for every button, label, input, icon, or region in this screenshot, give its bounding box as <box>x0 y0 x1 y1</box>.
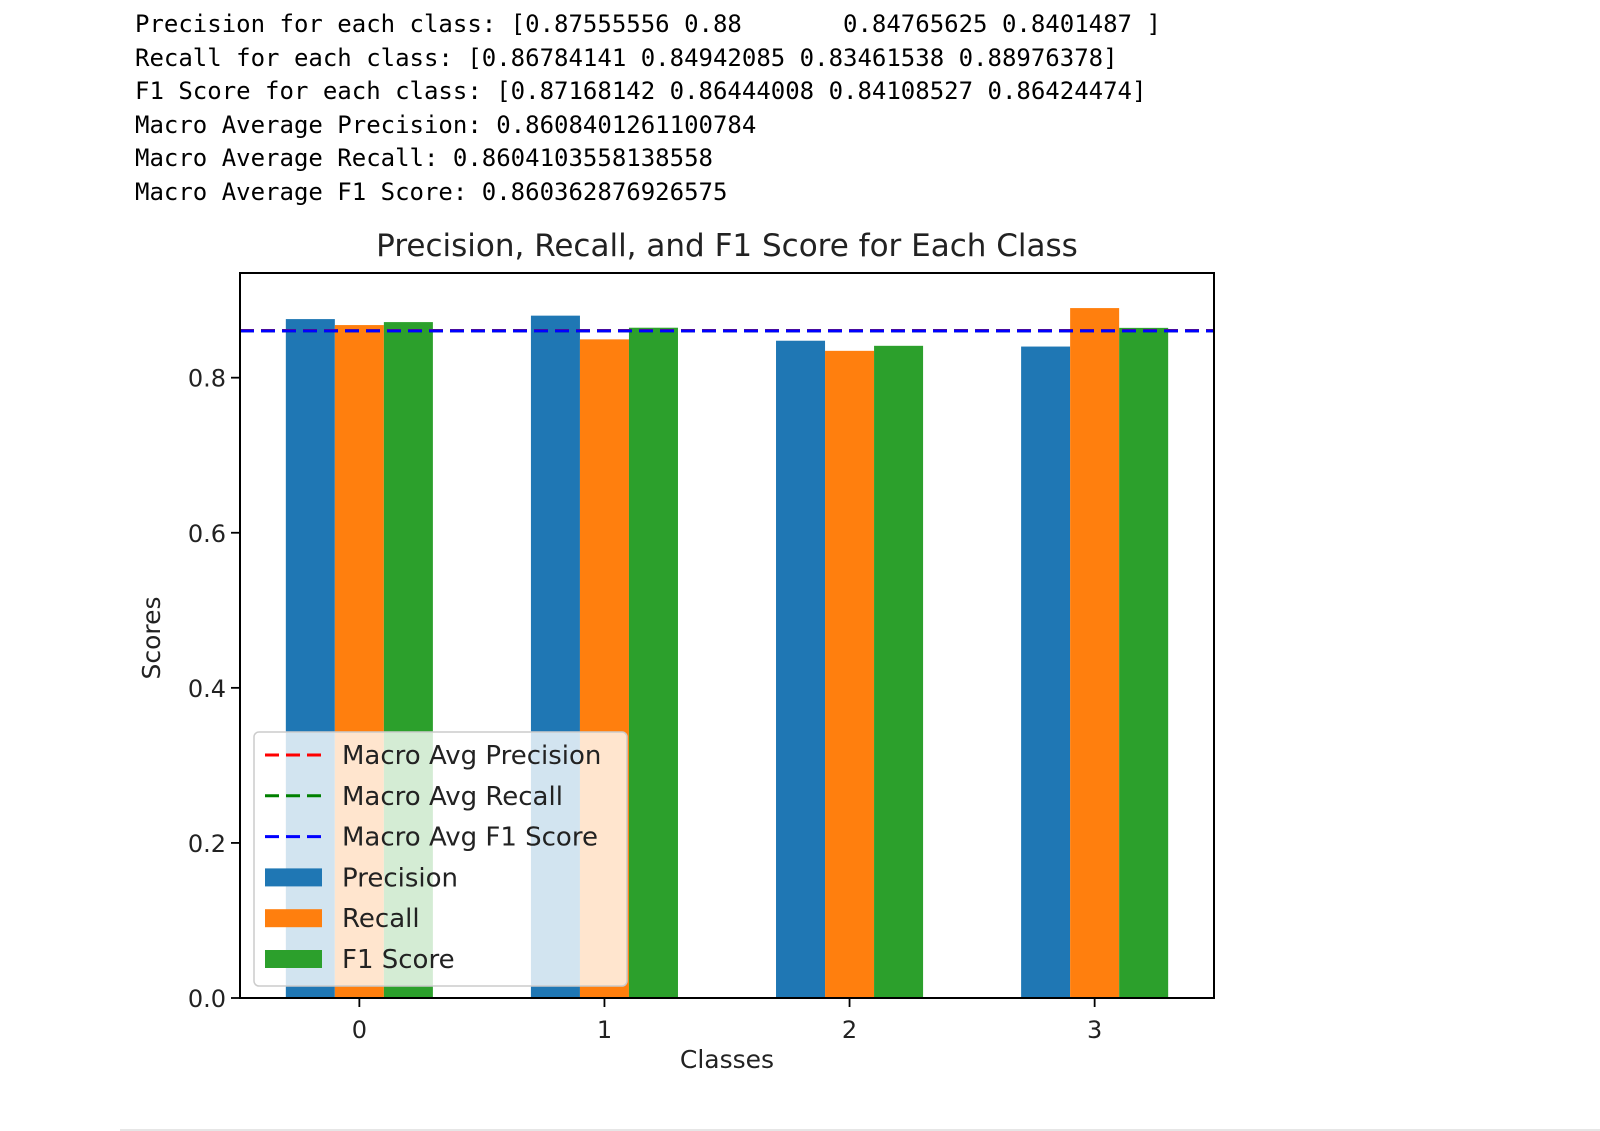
output-line-precision: Precision for each class: [0.87555556 0.… <box>135 10 1161 38</box>
legend-frame <box>253 731 628 987</box>
plot-frame <box>239 272 1215 999</box>
bar-recall-class-3 <box>1070 308 1120 999</box>
x-tick-label: 3 <box>1087 1016 1102 1044</box>
console-output: Precision for each class: [0.87555556 0.… <box>135 8 1161 209</box>
output-line-recall: Recall for each class: [0.86784141 0.849… <box>135 43 1118 72</box>
y-axis-label: Scores <box>137 596 166 679</box>
output-line-macro-f1: Macro Average F1 Score: 0.86036287692657… <box>135 177 728 206</box>
legend-label: Macro Avg Recall <box>342 782 563 812</box>
chart-title: Precision, Recall, and F1 Score for Each… <box>376 228 1078 264</box>
legend-label: F1 Score <box>342 945 455 975</box>
legend-label: Macro Avg Precision <box>342 741 601 771</box>
bar-f1-score-class-3 <box>1119 327 1169 998</box>
bar-recall-class-2 <box>825 350 875 999</box>
legend: Macro Avg Precision Macro Avg Recall Macro… <box>253 731 628 987</box>
bar-f1-score-class-2 <box>874 345 924 998</box>
output-line-f1: F1 Score for each class: [0.87168142 0.8… <box>135 77 1147 105</box>
x-tick-label: 1 <box>597 1016 612 1044</box>
bar-f1-score-class-1 <box>628 327 678 999</box>
legend-label: Precision <box>342 863 458 893</box>
x-axis-label: Classes <box>680 1045 774 1074</box>
output-line-macro-precision: Macro Average Precision: 0.8608401261100… <box>135 110 757 139</box>
bar-precision-class-3 <box>1021 346 1071 998</box>
legend-label: Macro Avg F1 Score <box>342 823 598 853</box>
y-tick-label: 0.0 <box>188 985 226 1013</box>
legend-swatch-precision <box>265 868 322 887</box>
y-tick-label: 0.6 <box>188 520 226 548</box>
x-tick-label: 2 <box>842 1016 857 1044</box>
x-tick-label: 0 <box>352 1016 367 1044</box>
y-tick-label: 0.2 <box>188 830 226 858</box>
bar-precision-class-2 <box>776 340 826 999</box>
y-tick-label: 0.8 <box>188 365 226 393</box>
output-line-macro-recall: Macro Average Recall: 0.8604103558138558 <box>135 144 713 172</box>
legend-swatch-recall <box>265 909 322 928</box>
y-tick-label: 0.4 <box>188 675 226 703</box>
legend-swatch-f1-score <box>265 950 322 968</box>
legend-label: Recall <box>342 904 420 934</box>
cell-divider <box>120 1129 1600 1131</box>
